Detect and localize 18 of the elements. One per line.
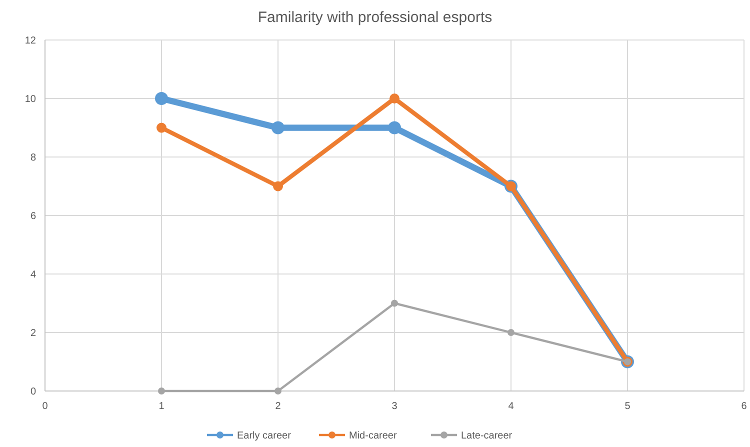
y-tick-label: 0 [30, 386, 36, 398]
x-tick-label: 0 [42, 401, 48, 412]
y-tick-label: 12 [24, 36, 36, 46]
y-tick-label: 10 [24, 94, 36, 105]
x-tick-label: 6 [741, 401, 748, 412]
legend-label: Early career [237, 430, 292, 442]
x-tick-label: 1 [158, 401, 165, 412]
legend-label: Late-career [461, 430, 513, 442]
y-tick-label: 6 [30, 211, 36, 222]
chart-title: Familarity with professional esports [258, 9, 492, 26]
y-tick-label: 4 [30, 270, 36, 280]
legend-label: Mid-career [349, 430, 398, 442]
x-tick-label: 4 [508, 401, 514, 412]
y-tick-label: 8 [30, 152, 36, 164]
y-tick-label: 2 [30, 328, 36, 339]
x-tick-label: 5 [624, 401, 631, 412]
x-tick-label: 2 [275, 401, 282, 412]
x-tick-label: 3 [392, 401, 398, 412]
